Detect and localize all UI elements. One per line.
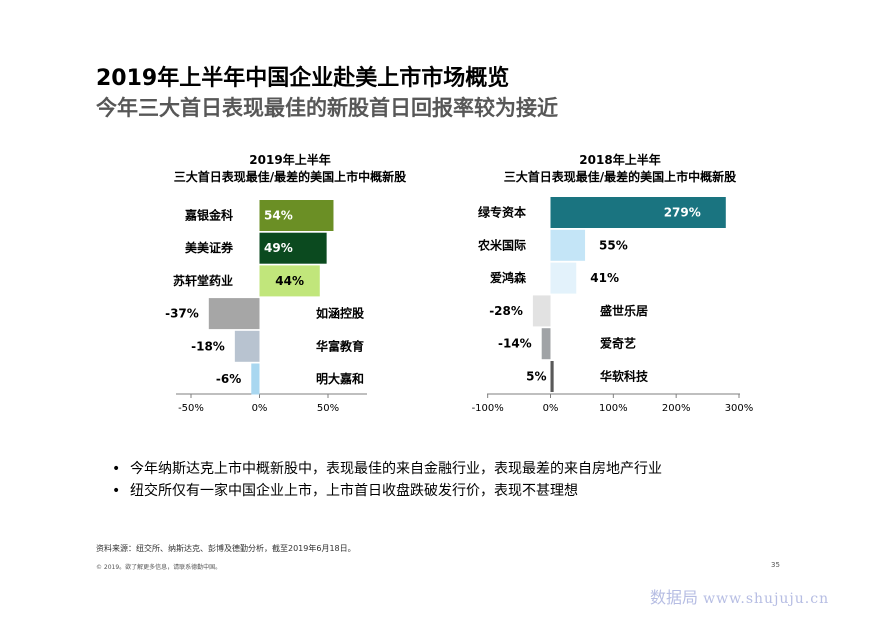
bullet-item-2: 纽交所仅有一家中国企业上市，上市首日收盘跌破发行价，表现不甚理想 — [112, 480, 662, 502]
chart-2018-bar — [550, 361, 554, 392]
chart-2019-bar — [259, 232, 327, 264]
chart-2018-category-label: 绿专资本 — [478, 205, 526, 220]
chart-2018-value-label: 55% — [599, 238, 628, 252]
chart-2019-category-label: 美美证券 — [185, 240, 234, 255]
chart-2019-bar — [259, 265, 320, 297]
chart-2019-category-label: 华富教育 — [316, 338, 364, 353]
chart-2019-value-label: -18% — [191, 339, 225, 353]
chart-2018-value-label: 41% — [590, 271, 619, 285]
chart-2018-value-label: -14% — [498, 337, 532, 351]
chart-2019-title: 2019年上半年 三大首日表现最佳/最差的美国上市中概新股 — [150, 152, 430, 186]
chart-2018-bar — [550, 262, 577, 294]
copyright-note: © 2019。欲了解更多信息，请联系德勤中国。 — [96, 564, 222, 571]
chart-2018-title: 2018年上半年 三大首日表现最佳/最差的美国上市中概新股 — [470, 152, 770, 186]
chart-2018-value-label: 279% — [664, 206, 701, 220]
watermark-text: 数据局 — [650, 588, 699, 607]
chart-2018-value-label: 5% — [526, 370, 546, 384]
chart-2018-x-tick-label: 100% — [599, 403, 628, 414]
chart-2018-category-label: 华软科技 — [600, 369, 649, 384]
chart-2019-title-line1: 2019年上半年 — [249, 153, 331, 167]
chart-2019-category-label: 苏轩堂药业 — [173, 273, 233, 288]
chart-2019-x-tick-label: -50% — [178, 403, 204, 414]
chart-2018-bar — [532, 295, 551, 327]
chart-2018-value-label: -28% — [489, 304, 523, 318]
chart-2018-x-tick-label: 200% — [662, 403, 691, 414]
chart-2018-title-line2: 三大首日表现最佳/最差的美国上市中概新股 — [503, 170, 737, 184]
watermark: 数据局 www.shujuju.cn — [650, 584, 829, 608]
chart-2019-value-label: 44% — [275, 274, 304, 288]
chart-2018-bar — [550, 197, 726, 228]
page-subtitle: 今年三大首日表现最佳的新股首日回报率较为接近 — [96, 96, 558, 120]
bullet-list: 今年纳斯达克上市中概新股中，表现最佳的来自金融行业，表现最差的来自房地产行业 纽… — [112, 458, 662, 502]
page-title: 2019年上半年中国企业赴美上市市场概览 — [96, 66, 510, 91]
chart-2019-value-label: -6% — [216, 372, 241, 386]
chart-2019-x-tick-label: 0% — [252, 403, 268, 414]
chart-2018-category-label: 农米国际 — [477, 237, 526, 252]
chart-2018-x-tick-label: 0% — [543, 403, 559, 414]
chart-2018-x-tick-label: 300% — [725, 403, 754, 414]
chart-2019-category-label: 嘉银金科 — [184, 208, 233, 223]
source-note: 资料来源：纽交所、纳斯达克、彭博及德勤分析，截至2019年6月18日。 — [96, 544, 356, 553]
chart-2018-category-label: 盛世乐居 — [600, 303, 648, 318]
page-number: 35 — [771, 561, 780, 569]
chart-2019-bar — [251, 363, 260, 395]
chart-2019-value-label: 49% — [264, 241, 293, 255]
chart-2019-bar — [208, 298, 260, 330]
chart-2019-category-label: 如涵控股 — [316, 306, 365, 321]
chart-2019-value-label: -37% — [165, 307, 199, 321]
chart-2018-x-tick-label: -100% — [472, 403, 504, 414]
chart-2019-bar — [234, 330, 260, 362]
watermark-url: www.shujuju.cn — [703, 591, 830, 607]
chart-2018-title-line1: 2018年上半年 — [579, 153, 661, 167]
chart-2019-x-tick-label: 50% — [317, 403, 339, 414]
chart-2019-value-label: 54% — [264, 209, 293, 223]
chart-2019-title-line2: 三大首日表现最佳/最差的美国上市中概新股 — [173, 170, 407, 184]
chart-2018-category-label: 爱奇艺 — [600, 336, 636, 351]
chart-2018-bar — [541, 328, 551, 360]
bullet-item-1: 今年纳斯达克上市中概新股中，表现最佳的来自金融行业，表现最差的来自房地产行业 — [112, 458, 662, 480]
chart-2018-bar — [550, 229, 586, 261]
chart-2019-bar — [259, 200, 334, 231]
chart-2018-category-label: 爱鸿森 — [490, 270, 527, 285]
chart-2019-category-label: 明大嘉和 — [316, 371, 364, 386]
